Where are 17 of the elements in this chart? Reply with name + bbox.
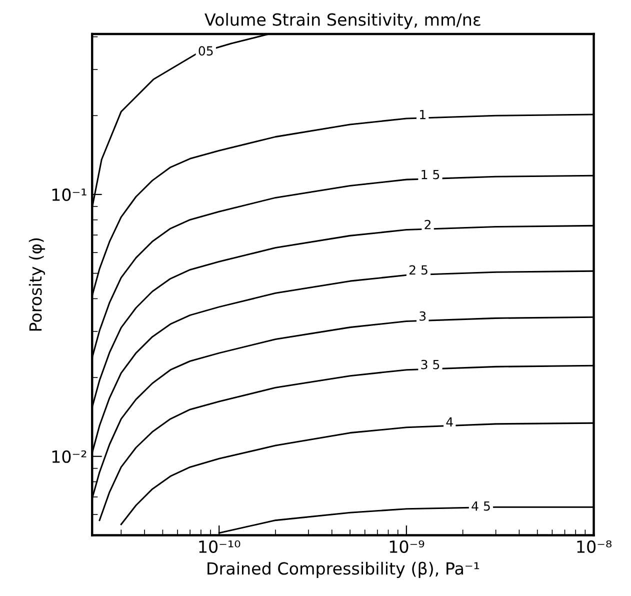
annotation: 3 5 xyxy=(421,360,440,370)
annotation: 2 xyxy=(424,220,431,230)
annotation: 2 5 xyxy=(409,265,428,275)
y-axis-title: Porosity (φ) xyxy=(28,238,46,331)
annotation: 1 5 xyxy=(422,170,440,180)
chart-title: Volume Strain Sensitivity, mm/nε xyxy=(204,12,480,30)
annotation: 4 xyxy=(446,417,453,427)
x-axis-title: Drained Compressibility (β), Pa⁻¹ xyxy=(208,562,480,578)
x-tick-label: 10⁻⁹ xyxy=(390,540,424,553)
annotation: 1 xyxy=(420,110,426,120)
y-tick-label: 10⁻² xyxy=(52,450,86,463)
x-tick-label: 10⁻⁸ xyxy=(577,540,612,553)
y-tick-label: 10⁻¹ xyxy=(52,188,86,202)
annotation: 4 5 xyxy=(472,501,490,511)
x-tick-label: 10⁻¹⁰ xyxy=(199,540,240,553)
annotation: 05 xyxy=(198,46,213,56)
annotation: 3 xyxy=(420,311,426,321)
